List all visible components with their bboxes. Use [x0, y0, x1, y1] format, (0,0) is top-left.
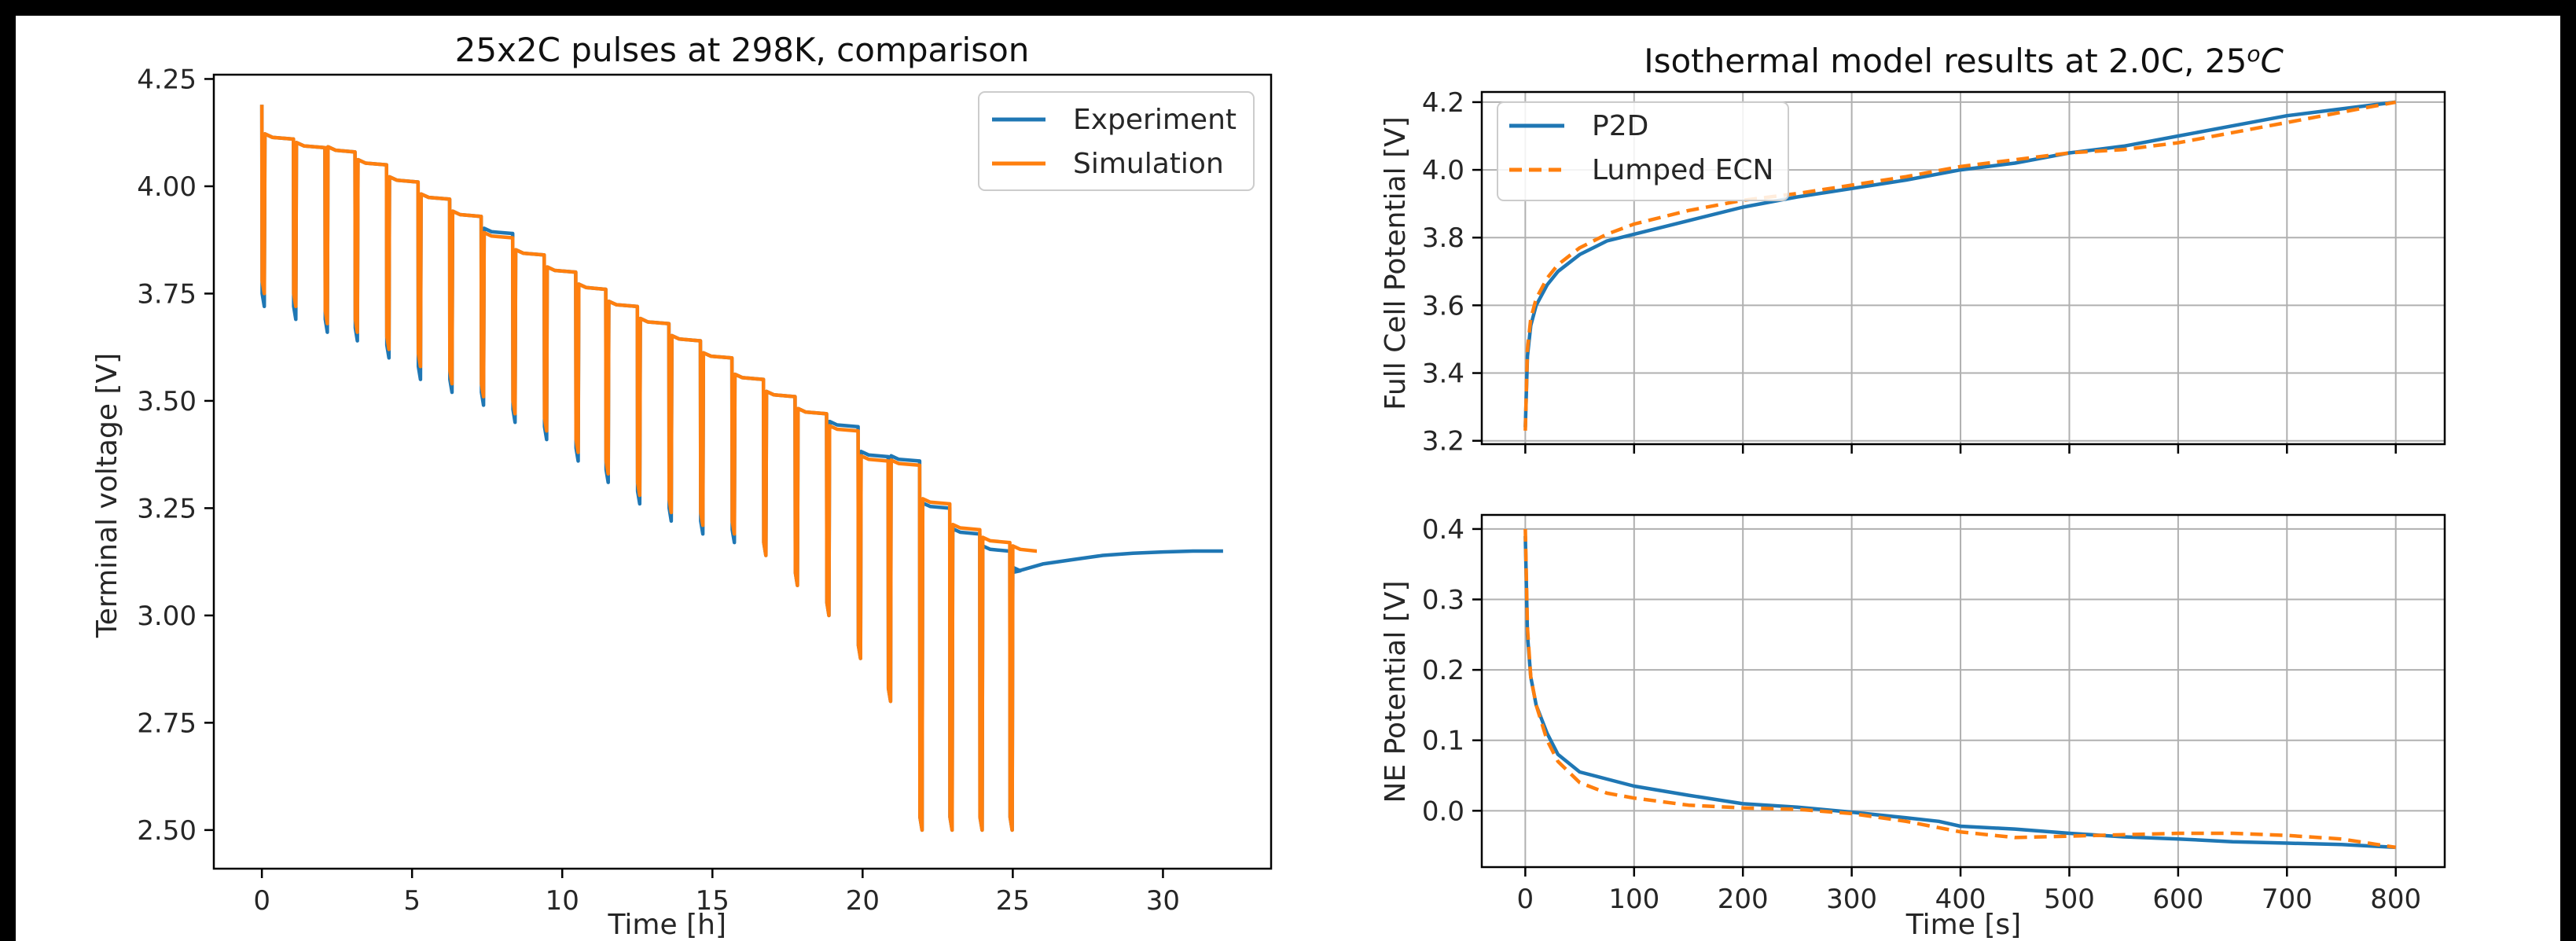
x-tick-label: 0 [1517, 884, 1534, 915]
y-tick-label: 3.6 [1422, 290, 1464, 322]
y-tick-label: 3.2 [1422, 426, 1464, 458]
y-tick-label: 3.8 [1422, 222, 1464, 254]
x-tick-label: 20 [846, 885, 880, 917]
legend-box [1497, 101, 1789, 201]
legend: P2D Lumped ECN [1497, 101, 1789, 201]
y-tick-label: 0.1 [1422, 726, 1464, 757]
y-axis-label: Full Cell Potential [V] [1380, 116, 1412, 410]
x-tick-label: 800 [2370, 884, 2421, 915]
y-tick-label: 0.4 [1422, 514, 1464, 546]
plot-area-frame [1480, 513, 2446, 869]
x-tick-label: 500 [2044, 884, 2095, 915]
x-tick-label: 5 [403, 885, 421, 917]
x-tick-label: 30 [1146, 885, 1180, 917]
y-tick-label: 0.0 [1422, 796, 1464, 827]
x-axis-label: Time [h] [608, 909, 726, 941]
legend-label-lumped-ecn: Lumped ECN [1592, 154, 1773, 186]
y-tick-label: 0.2 [1422, 655, 1464, 686]
plot-area-frame [1480, 90, 2446, 446]
y-tick-label: 2.50 [137, 815, 197, 847]
x-tick-label: 700 [2262, 884, 2313, 915]
legend-box [978, 91, 1255, 191]
series-line-p2d [1523, 100, 2396, 428]
x-tick-label: 600 [2152, 884, 2203, 915]
series-line-lumped-ecn [1523, 528, 2397, 850]
legend-label-experiment: Experiment [1073, 104, 1237, 136]
chart-title: 25x2C pulses at 298K, comparison [455, 31, 1030, 69]
y-tick-label: 4.00 [137, 171, 197, 203]
chart-title-unit-sup: o [2247, 41, 2260, 67]
chart-terminal-voltage: 25x2C pulses at 298K, comparison Time [h… [91, 31, 1273, 941]
legend: Experiment Simulation [978, 91, 1255, 191]
y-tick-label: 0.3 [1422, 585, 1464, 616]
x-tick-label: 100 [1608, 884, 1659, 915]
chart-ne-potential: Time [s] NE Potential [V] 0 100 200 300 400 5… [1380, 513, 2446, 941]
x-tick-label: 300 [1826, 884, 1877, 915]
x-tick-label: 0 [253, 885, 270, 917]
y-tick-label: 4.25 [137, 64, 197, 95]
x-tick-label: 25 [996, 885, 1030, 917]
y-tick-label: 3.75 [137, 278, 197, 310]
y-tick-label: 2.75 [137, 708, 197, 739]
x-tick-label: 200 [1718, 884, 1769, 915]
y-tick-label: 3.25 [137, 493, 197, 524]
y-axis-label: Terminal voltage [V] [91, 353, 123, 638]
series-line-lumped-ecn [1523, 100, 2397, 431]
legend-label-simulation: Simulation [1073, 148, 1224, 180]
y-tick-label: 3.4 [1422, 358, 1464, 390]
chart-full-cell-potential: Isothermal model results at 2.0C, 25oC F… [1380, 41, 2446, 458]
x-tick-label: 15 [696, 885, 729, 917]
y-tick-label: 4.0 [1422, 155, 1464, 186]
chart-title: Isothermal model results at 2.0C, 25oC [1644, 41, 2284, 80]
series-line-experiment [259, 105, 1223, 833]
chart-title-text: Isothermal model results at 2.0C, 25 [1644, 42, 2247, 80]
y-tick-label: 3.50 [137, 386, 197, 417]
plot-area-frame [212, 73, 1273, 870]
x-axis-label: Time [s] [1905, 909, 2021, 941]
x-tick-label: 10 [546, 885, 579, 917]
chart-title-unit-c: C [2260, 42, 2284, 80]
y-axis-label: NE Potential [V] [1380, 581, 1412, 803]
legend-label-p2d: P2D [1592, 110, 1648, 142]
y-tick-label: 3.00 [137, 601, 197, 632]
y-tick-label: 4.2 [1422, 87, 1464, 119]
x-tick-label: 400 [1935, 884, 1986, 915]
series-line-simulation [259, 105, 1038, 833]
